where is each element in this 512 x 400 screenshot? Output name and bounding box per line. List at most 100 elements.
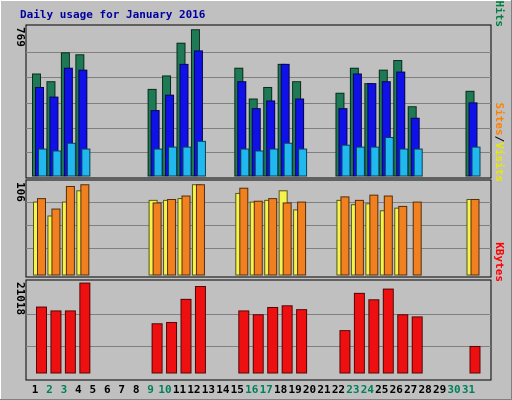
bar-kbytes-day-25 — [382, 288, 394, 374]
x-tick-label: 21 — [317, 383, 331, 396]
x-tick-label: 26 — [390, 383, 404, 396]
x-tick-label: 12 — [187, 383, 200, 396]
bar-pages-day-1 — [38, 148, 47, 177]
series-kbytes — [36, 282, 481, 374]
chart-title: Daily usage for January 2016 — [20, 8, 206, 21]
x-tick-label: 16 — [245, 383, 259, 396]
bar-kbytes-day-17 — [267, 306, 279, 374]
x-tick-label: 6 — [104, 383, 111, 396]
bar-sites-day-15 — [239, 187, 249, 276]
x-tick-label: 7 — [118, 383, 125, 396]
x-tick-label: 1 — [32, 383, 39, 396]
x-tick-label: 27 — [404, 383, 417, 396]
x-tick-label: 29 — [433, 383, 446, 396]
x-tick-label: 25 — [375, 383, 388, 396]
bar-sites-day-17 — [268, 198, 278, 276]
bar-pages-day-15 — [240, 148, 250, 177]
scale-label: 21018 — [14, 282, 27, 315]
bar-sites-day-23 — [354, 199, 364, 276]
legend-separator: / — [493, 136, 506, 143]
panel-legend: Sites/Visits — [493, 103, 506, 183]
legend-hits: Hits — [493, 1, 506, 28]
bar-sites-day-26 — [398, 205, 408, 276]
bar-sites-day-22 — [340, 196, 350, 276]
x-tick-label: 14 — [216, 383, 230, 396]
bar-pages-day-22 — [341, 144, 351, 177]
x-tick-label: 24 — [361, 383, 375, 396]
bar-kbytes-day-16 — [252, 314, 264, 374]
panel-legend: Pages/Files/Hits — [493, 0, 506, 27]
bar-kbytes-day-22 — [339, 330, 351, 374]
bar-pages-day-16 — [254, 150, 264, 177]
bar-kbytes-day-31 — [469, 345, 481, 374]
bar-sites-day-12 — [195, 184, 205, 276]
x-tick-label: 22 — [332, 383, 345, 396]
x-tick-label: 9 — [147, 383, 154, 396]
bar-sites-day-9 — [152, 202, 162, 276]
bar-pages-day-24 — [370, 146, 380, 177]
bar-kbytes-day-26 — [397, 314, 409, 374]
x-tick-label: 5 — [89, 383, 96, 396]
scale-label: 106 — [14, 182, 27, 202]
x-tick-label: 17 — [260, 383, 273, 396]
x-tick-label: 4 — [75, 383, 82, 396]
bar-kbytes-day-19 — [296, 309, 308, 374]
bar-sites-day-4 — [80, 184, 90, 276]
bar-sites-day-1 — [37, 198, 46, 276]
x-tick-label: 13 — [202, 383, 215, 396]
bar-kbytes-day-27 — [411, 316, 423, 374]
legend-sites: Sites — [493, 103, 506, 136]
bar-sites-day-18 — [282, 202, 292, 276]
scale-label: 769 — [14, 27, 27, 47]
x-tick-label: 23 — [346, 383, 359, 396]
bar-sites-day-31 — [470, 198, 480, 276]
bar-pages-day-3 — [66, 142, 76, 177]
bar-pages-day-9 — [153, 148, 163, 177]
bar-sites-day-16 — [253, 200, 263, 276]
x-tick-label: 8 — [133, 383, 140, 396]
bar-pages-day-27 — [413, 148, 423, 177]
bar-sites-day-3 — [65, 185, 75, 276]
bar-kbytes-day-24 — [368, 299, 380, 374]
bar-sites-day-24 — [369, 194, 379, 276]
bar-pages-day-17 — [269, 148, 279, 177]
legend-visits: Visits — [493, 142, 506, 182]
x-tick-label: 2 — [46, 383, 53, 396]
bar-kbytes-day-10 — [166, 321, 178, 374]
bar-kbytes-day-2 — [50, 310, 62, 374]
bar-pages-day-31 — [471, 146, 481, 177]
bar-kbytes-day-15 — [238, 310, 250, 374]
bar-pages-day-18 — [283, 142, 293, 177]
x-tick-label: 3 — [61, 383, 68, 396]
bar-kbytes-day-1 — [36, 306, 47, 374]
bar-kbytes-day-9 — [151, 323, 163, 374]
x-tick-label: 15 — [231, 383, 244, 396]
bar-pages-day-19 — [298, 148, 308, 177]
bar-sites-day-10 — [167, 198, 177, 276]
series-sites — [37, 184, 480, 276]
bar-pages-day-2 — [52, 150, 62, 177]
x-tick-label: 30 — [447, 383, 460, 396]
legend-separator: / — [493, 0, 506, 1]
x-tick-label: 11 — [173, 383, 187, 396]
x-tick-label: 19 — [288, 383, 301, 396]
bar-kbytes-day-3 — [64, 310, 76, 374]
bar-pages-day-11 — [182, 146, 192, 177]
bar-pages-day-10 — [168, 146, 178, 177]
chart-panels: 769Pages/Files/Hits106Sites/Visits21018K… — [14, 0, 506, 381]
panel-visits_sites: 106 Sites/Visits — [14, 103, 506, 278]
bar-sites-day-19 — [297, 201, 307, 276]
bar-pages-day-4 — [81, 148, 91, 177]
x-tick-label: 28 — [419, 383, 432, 396]
bar-kbytes-day-18 — [281, 305, 293, 374]
bar-sites-day-25 — [383, 195, 393, 276]
series-files — [35, 50, 478, 177]
bar-kbytes-day-12 — [194, 286, 206, 374]
panel-kbytes: 21018 KBytes — [14, 242, 506, 381]
bar-pages-day-26 — [399, 148, 409, 177]
x-tick-label: 18 — [274, 383, 287, 396]
panel-legend: KBytes — [493, 242, 506, 282]
bar-sites-day-11 — [181, 195, 191, 276]
panel-hits_files_pages: 769 Pages/Files/Hits — [14, 0, 506, 179]
